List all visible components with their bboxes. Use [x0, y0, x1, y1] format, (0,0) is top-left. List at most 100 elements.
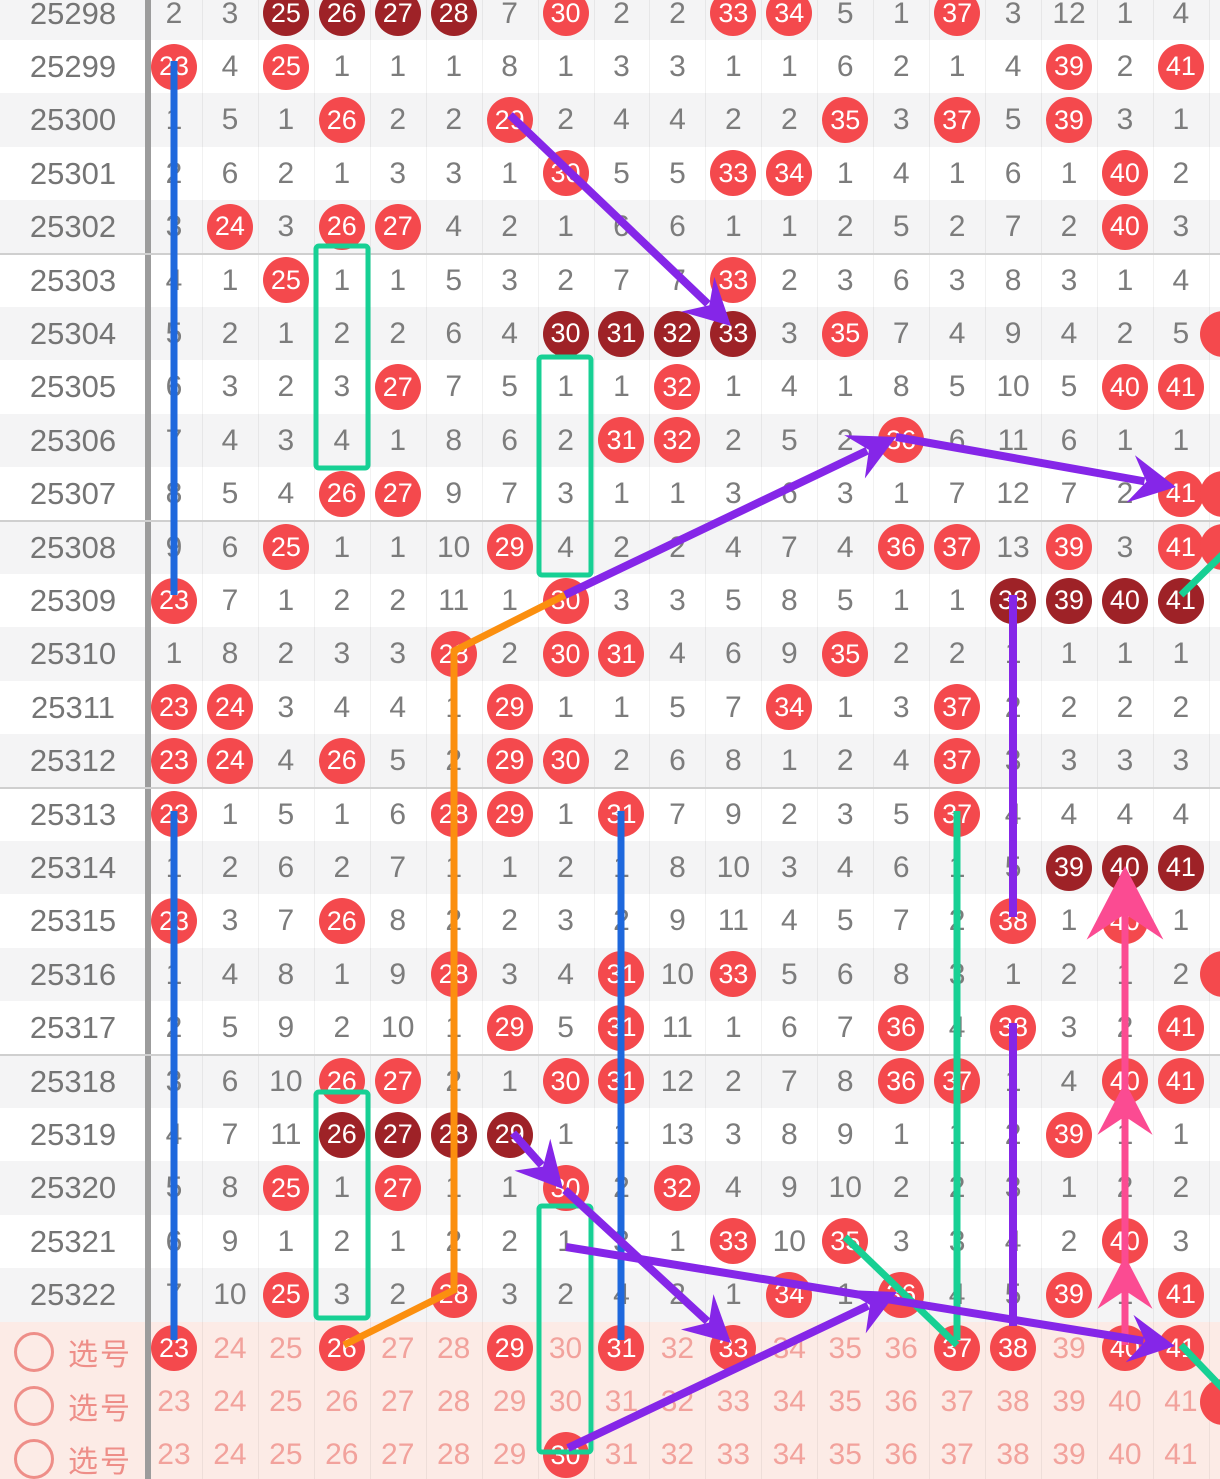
selected-number-circle[interactable]: 30: [542, 1432, 589, 1479]
selected-number-circle[interactable]: 29: [486, 1325, 533, 1372]
miss-count-cell: 1: [557, 797, 574, 831]
selectable-number[interactable]: 26: [325, 1438, 359, 1472]
selected-number-circle[interactable]: 40: [1101, 1325, 1148, 1372]
miss-count-cell: 1: [948, 1118, 966, 1151]
selectable-number[interactable]: 38: [996, 1438, 1030, 1472]
selectable-number[interactable]: 35: [828, 1385, 862, 1418]
miss-count-cell: 2: [501, 637, 518, 671]
selectable-number[interactable]: 30: [548, 1331, 583, 1365]
radio-circle-icon[interactable]: [14, 1385, 54, 1426]
selectable-number[interactable]: 27: [381, 1438, 415, 1472]
selectable-number[interactable]: 36: [884, 1331, 918, 1365]
radio-circle-icon[interactable]: [14, 1439, 54, 1479]
selectable-number[interactable]: 39: [1052, 1438, 1086, 1472]
selectable-number[interactable]: 39: [1052, 1385, 1086, 1418]
miss-count-cell: 3: [613, 584, 630, 617]
miss-count-cell: 3: [836, 477, 854, 511]
selectable-number[interactable]: 35: [828, 1331, 862, 1365]
selected-number-circle[interactable]: 26: [318, 1325, 365, 1372]
selected-number-circle[interactable]: 23: [150, 1325, 197, 1372]
selectable-number[interactable]: 39: [1052, 1331, 1086, 1365]
drawn-number-circle: 30: [542, 577, 589, 624]
miss-count-cell: 2: [333, 317, 351, 350]
miss-count-cell: 8: [501, 50, 518, 83]
selectable-number[interactable]: 40: [1108, 1385, 1142, 1418]
selectable-number[interactable]: 33: [716, 1385, 751, 1418]
selectable-number[interactable]: 32: [660, 1438, 695, 1472]
selectable-number[interactable]: 37: [940, 1438, 974, 1472]
column-separator: [1208, 0, 1210, 1479]
selectable-number[interactable]: 34: [772, 1438, 806, 1472]
selectable-number[interactable]: 38: [996, 1385, 1030, 1418]
miss-count-cell: 2: [445, 1224, 462, 1258]
miss-count-cell: 1: [333, 1171, 351, 1205]
miss-count-cell: 1: [333, 263, 351, 297]
selectable-number[interactable]: 23: [157, 1385, 191, 1418]
selected-number-circle[interactable]: 31: [598, 1325, 645, 1372]
selectable-number[interactable]: 32: [660, 1385, 695, 1418]
selectable-number[interactable]: 27: [381, 1385, 415, 1418]
selectable-number[interactable]: 24: [213, 1438, 247, 1472]
selectable-number[interactable]: 34: [772, 1385, 806, 1418]
miss-count-cell: 12: [996, 477, 1030, 511]
miss-count-cell: 4: [1172, 263, 1190, 297]
selectable-number[interactable]: 35: [828, 1438, 862, 1472]
miss-count-cell: 3: [1060, 1011, 1078, 1045]
selectable-number[interactable]: 34: [772, 1331, 806, 1365]
drawn-number-circle: 27: [374, 364, 421, 411]
selectable-number[interactable]: 25: [269, 1385, 303, 1418]
miss-count-cell: 1: [1060, 1171, 1078, 1205]
drawn-number-circle: 26: [318, 737, 365, 784]
miss-count-cell: 7: [501, 477, 518, 511]
consecutive-number-circle: 26: [318, 1111, 365, 1158]
selectable-number[interactable]: 33: [716, 1438, 751, 1472]
selectable-number[interactable]: 41: [1164, 1438, 1198, 1472]
miss-count-cell: 1: [277, 1224, 295, 1258]
miss-count-cell: 2: [165, 156, 183, 190]
miss-count-cell: 2: [333, 1224, 351, 1258]
selectable-number[interactable]: 36: [884, 1385, 918, 1418]
miss-count-cell: 8: [780, 1118, 798, 1151]
selected-number-circle[interactable]: 37: [934, 1325, 981, 1372]
miss-count-cell: 5: [892, 797, 910, 831]
selectable-number[interactable]: 25: [269, 1331, 303, 1365]
selected-number-circle[interactable]: 41: [1157, 1325, 1204, 1372]
selectable-number[interactable]: 28: [436, 1438, 471, 1472]
drawn-number-circle: 30: [542, 1058, 589, 1105]
selectable-number[interactable]: 27: [381, 1331, 415, 1365]
selectable-number[interactable]: 37: [940, 1385, 974, 1418]
selected-number-circle[interactable]: 38: [990, 1325, 1037, 1372]
selectable-number[interactable]: 26: [325, 1385, 359, 1418]
selectable-number[interactable]: 29: [492, 1385, 527, 1418]
selected-number-circle[interactable]: 33: [710, 1325, 757, 1372]
selectable-number[interactable]: 23: [157, 1438, 191, 1472]
drawn-number-circle: 36: [878, 1058, 925, 1105]
miss-count-cell: 1: [501, 851, 518, 884]
miss-count-cell: 5: [669, 156, 686, 190]
selectable-number[interactable]: 28: [436, 1331, 471, 1365]
drawn-number-circle: 31: [598, 1058, 645, 1105]
selectable-number[interactable]: 28: [436, 1385, 471, 1418]
column-separator: [1152, 0, 1154, 1479]
miss-count-cell: 1: [1116, 957, 1134, 991]
miss-count-cell: 2: [221, 317, 239, 350]
radio-circle-icon[interactable]: [14, 1332, 54, 1373]
selectable-number[interactable]: 31: [604, 1385, 639, 1418]
selectable-number[interactable]: 25: [269, 1438, 303, 1472]
miss-count-cell: 2: [557, 103, 574, 137]
selectable-number[interactable]: 40: [1108, 1438, 1142, 1472]
selectable-number[interactable]: 31: [604, 1438, 639, 1472]
miss-count-cell: 1: [221, 263, 239, 297]
selectable-number[interactable]: 36: [884, 1438, 918, 1472]
drawn-number-circle: 35: [822, 310, 869, 357]
selectable-number[interactable]: 24: [213, 1385, 247, 1418]
selectable-number[interactable]: 30: [548, 1385, 583, 1418]
miss-count-cell: 1: [613, 690, 630, 724]
miss-count-cell: 1: [725, 1011, 742, 1045]
miss-count-cell: 4: [557, 957, 574, 991]
miss-count-cell: 3: [1172, 210, 1190, 244]
selectable-number[interactable]: 29: [492, 1438, 527, 1472]
selectable-number[interactable]: 32: [660, 1331, 695, 1365]
drawn-number-circle: 41: [1157, 470, 1204, 517]
selectable-number[interactable]: 24: [213, 1331, 247, 1365]
